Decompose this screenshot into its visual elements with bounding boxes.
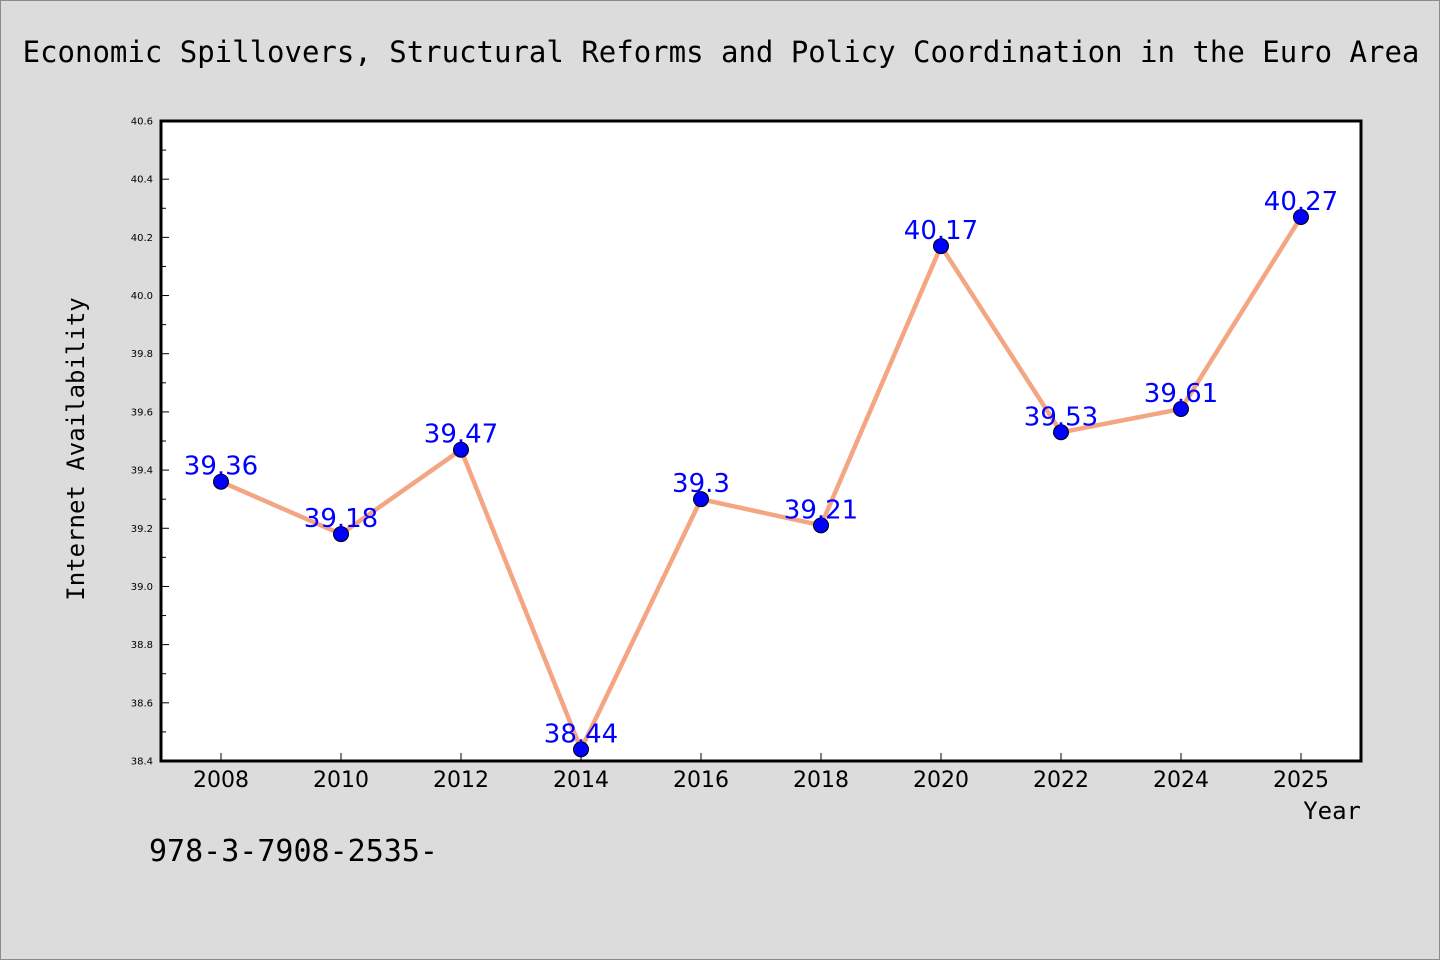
x-tick-label: 2010 <box>313 768 369 793</box>
y-tick-label: 40.0 <box>131 291 153 302</box>
x-tick-label: 2025 <box>1273 768 1329 793</box>
data-label: 39.3 <box>672 469 730 499</box>
y-tick-label: 40.2 <box>131 233 153 244</box>
x-tick-label: 2024 <box>1153 768 1209 793</box>
data-label: 39.61 <box>1144 379 1218 409</box>
x-tick-label: 2008 <box>193 768 249 793</box>
data-label: 39.18 <box>304 504 378 534</box>
y-tick-label: 40.6 <box>131 117 153 128</box>
data-point <box>693 491 709 508</box>
data-point <box>573 741 589 758</box>
data-point <box>813 517 829 534</box>
x-tick-label: 2022 <box>1033 768 1089 793</box>
y-tick-label: 38.6 <box>131 698 153 709</box>
data-label: 40.27 <box>1264 187 1338 217</box>
y-tick-label: 40.4 <box>131 175 153 186</box>
data-point <box>1053 424 1069 441</box>
x-tick-label: 2020 <box>913 768 969 793</box>
x-tick-label: 2014 <box>553 768 609 793</box>
y-tick-label: 39.8 <box>131 349 153 360</box>
data-label: 40.17 <box>904 216 978 246</box>
chart-title: Economic Spillovers, Structural Reforms … <box>22 35 1420 69</box>
data-point <box>333 526 349 543</box>
x-tick-label: 2018 <box>793 768 849 793</box>
y-tick-label: 38.8 <box>131 640 153 651</box>
y-tick-label: 39.6 <box>131 407 153 418</box>
y-tick-label: 38.4 <box>131 757 153 768</box>
plot-frame <box>159 119 1363 763</box>
data-point <box>213 473 229 490</box>
x-tick-label: 2012 <box>433 768 489 793</box>
data-label: 39.36 <box>184 452 258 482</box>
data-label: 39.47 <box>424 420 498 450</box>
data-label: 39.21 <box>784 495 858 525</box>
y-tick-label: 39.2 <box>131 524 153 535</box>
plot-area <box>161 121 1361 761</box>
footer-code: 978-3-7908-2535- <box>149 834 438 869</box>
x-tick-label: 2016 <box>673 768 729 793</box>
data-point <box>1173 401 1189 417</box>
x-axis-label: Year <box>1303 797 1361 825</box>
series-line <box>218 214 1304 752</box>
data-label: 39.53 <box>1024 402 1098 432</box>
data-point <box>933 238 949 255</box>
data-point <box>453 441 469 458</box>
y-tick-label: 39.0 <box>131 582 153 593</box>
data-label: 38.44 <box>544 719 618 749</box>
y-tick-label: 39.4 <box>131 466 153 477</box>
data-point <box>1293 209 1309 225</box>
